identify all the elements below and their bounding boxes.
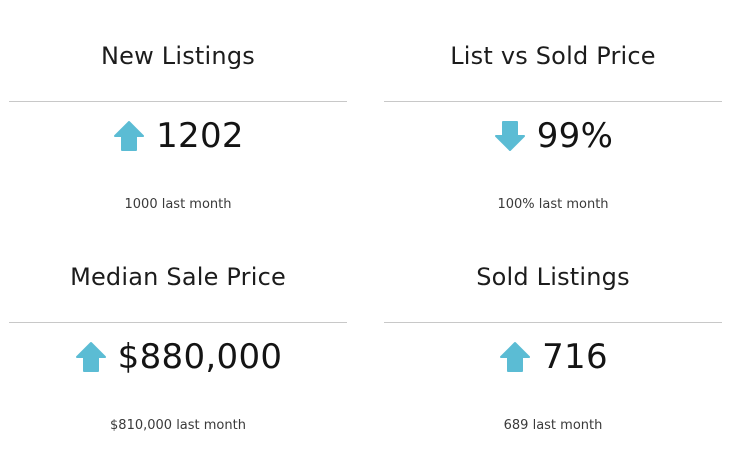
- divider: [9, 322, 347, 323]
- metric-value-row: 1202: [9, 114, 347, 158]
- metric-title: Median Sale Price: [70, 263, 286, 291]
- last-month-value: $810,000 last month: [110, 418, 246, 433]
- metric-value: 99%: [536, 116, 614, 156]
- metric-title: Sold Listings: [476, 263, 630, 291]
- metric-card-list-vs-sold-price: List vs Sold Price 99% 100% last month: [384, 0, 722, 221]
- metric-title: List vs Sold Price: [450, 42, 656, 70]
- divider: [9, 101, 347, 102]
- last-month-value: 100% last month: [497, 197, 609, 212]
- metric-value: 716: [542, 337, 608, 377]
- metric-value: 1202: [156, 116, 244, 156]
- last-month-value: 1000 last month: [124, 197, 232, 212]
- metric-value: $880,000: [117, 337, 283, 377]
- arrow-up-icon: [498, 340, 532, 374]
- metric-title: New Listings: [101, 42, 255, 70]
- metric-card-new-listings: New Listings 1202 1000 last month: [9, 0, 347, 221]
- metric-value-row: $880,000: [9, 335, 347, 379]
- divider: [384, 322, 722, 323]
- metric-card-sold-listings: Sold Listings 716 689 last month: [384, 221, 722, 442]
- arrow-up-icon: [74, 340, 108, 374]
- metric-card-median-sale-price: Median Sale Price $880,000 $810,000 last…: [9, 221, 347, 442]
- last-month-value: 689 last month: [503, 418, 603, 433]
- divider: [384, 101, 722, 102]
- metric-value-row: 99%: [384, 114, 722, 158]
- metric-value-row: 716: [384, 335, 722, 379]
- arrow-down-icon: [493, 119, 527, 153]
- arrow-up-icon: [112, 119, 146, 153]
